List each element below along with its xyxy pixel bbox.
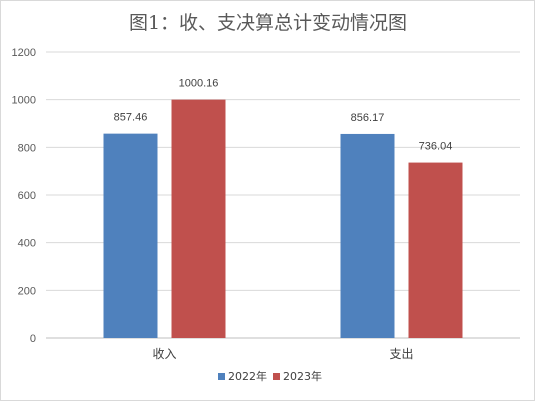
data-label: 736.04 [419, 141, 453, 153]
chart-title: 图1：收、支决算总计变动情况图 [129, 12, 407, 34]
legend-swatch [218, 373, 225, 380]
bars [103, 99, 463, 338]
bar [340, 133, 395, 338]
y-tick-label: 800 [18, 142, 36, 154]
bar [103, 133, 158, 338]
legend-swatch [273, 373, 280, 380]
x-category-label: 收入 [152, 347, 176, 361]
legend-label: 2022年 [228, 369, 267, 383]
y-tick-label: 200 [18, 285, 36, 297]
data-label: 856.17 [351, 112, 385, 124]
y-tick-label: 1000 [12, 95, 36, 107]
data-labels: 857.46 1000.16 856.17 736.04 [114, 78, 453, 153]
y-tick-label: 600 [18, 190, 36, 202]
y-tick-label: 0 [30, 333, 36, 345]
data-label: 857.46 [114, 112, 148, 124]
x-category-label: 支出 [389, 347, 413, 361]
bar [171, 99, 226, 338]
y-axis-ticks: 0 200 400 600 800 1000 1200 [12, 47, 36, 345]
legend: 2022年 2023年 [218, 369, 322, 383]
bar [408, 162, 463, 338]
legend-label: 2023年 [283, 369, 322, 383]
data-label: 1000.16 [179, 78, 219, 90]
y-tick-label: 1200 [12, 47, 36, 59]
y-tick-label: 400 [18, 238, 36, 250]
x-axis-categories: 收入 支出 [152, 347, 413, 361]
